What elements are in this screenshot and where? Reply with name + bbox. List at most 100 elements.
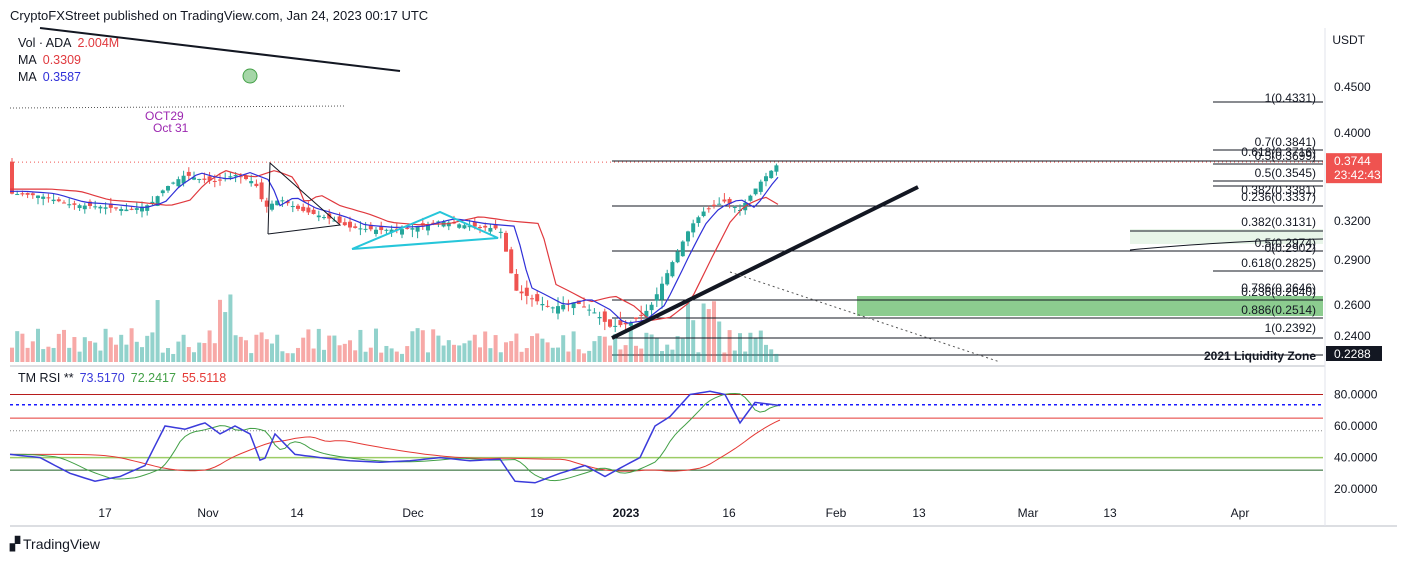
volume-bar (238, 336, 243, 362)
time-tick-label: Apr (1231, 506, 1250, 520)
volume-bar (660, 351, 664, 362)
candle-body (176, 179, 181, 187)
candle-body (368, 224, 373, 230)
candle-body (56, 199, 61, 202)
price-tick-label: 0.2900 (1334, 253, 1371, 267)
volume-bar (46, 346, 51, 362)
volume-bar (254, 334, 259, 362)
volume-bar (72, 337, 77, 362)
candle-body (41, 196, 46, 199)
volume-bar (322, 349, 326, 362)
candle-body (467, 226, 472, 228)
legend-ma-slow-label: MA (18, 53, 37, 67)
volume-bar (519, 351, 524, 362)
candle-body (514, 273, 519, 291)
candle-body (150, 201, 155, 204)
candle-body (634, 317, 638, 319)
legend-rsi-v2: 72.2417 (130, 371, 176, 385)
candle-body (207, 176, 212, 181)
candle-body (218, 179, 222, 181)
volume-bar (223, 312, 228, 362)
volume-bar (192, 352, 196, 362)
fib-level-label: 0.618(0.2825) (1241, 256, 1316, 270)
time-tick-label: Nov (197, 506, 218, 520)
volume-bar (530, 336, 534, 362)
volume-bar (285, 353, 290, 362)
volume-bar (145, 335, 150, 362)
volume-bar (114, 344, 118, 362)
candle-body (675, 251, 680, 263)
volume-bar (613, 333, 618, 362)
volume-bar (410, 331, 415, 362)
volume-bar (306, 329, 311, 362)
fib-level-label: 0.236(0.2640) (1241, 285, 1316, 299)
volume-bar (436, 335, 441, 362)
candle-body (46, 197, 51, 199)
candle-body (280, 200, 285, 202)
candle-body (400, 229, 404, 235)
candle-body (353, 226, 358, 228)
fib-level-label: 0.886(0.2514) (1241, 303, 1316, 317)
candle-body (587, 309, 592, 311)
legend-ma-slow-value: 0.3309 (42, 53, 81, 67)
candle-body (129, 208, 134, 210)
time-tick-label: 16 (722, 506, 736, 520)
candle-body (592, 312, 597, 314)
volume-bar (244, 340, 248, 362)
volume-bar (103, 328, 108, 362)
publisher-header: CryptoFXStreet published on TradingView.… (10, 8, 429, 23)
volume-bar (649, 334, 654, 362)
candle-body (114, 207, 118, 209)
candle-body (228, 176, 233, 178)
candle-body (119, 209, 124, 211)
ma-fast-line (10, 171, 779, 324)
candle-body (639, 314, 644, 316)
volume-bar (166, 348, 170, 362)
trendline-dotted (729, 271, 1001, 363)
candle-body (254, 183, 259, 187)
candle-body (415, 226, 420, 232)
candle-body (649, 304, 654, 311)
candle-body (233, 175, 238, 177)
volume-bar (259, 332, 264, 362)
volume-bar (160, 352, 165, 362)
volume-bar (764, 344, 768, 362)
liquidity-zone-label: 2021 Liquidity Zone (1204, 349, 1316, 363)
rsi-tick-label: 40.0000 (1334, 451, 1378, 465)
fib-level-label: 0.786(0.2646) (1241, 281, 1316, 295)
volume-bar (368, 347, 373, 362)
candle-body (597, 317, 602, 319)
volume-bar (686, 302, 690, 362)
candle-body (556, 306, 560, 314)
price-tick-label: 0.2400 (1334, 329, 1371, 343)
candle-body (155, 196, 160, 206)
candle-body (472, 222, 477, 227)
volume-bar (290, 353, 295, 362)
candle-body (332, 220, 337, 222)
volume-bar (332, 335, 337, 362)
volume-bar (732, 350, 737, 362)
legend-volume-label: Vol · ADA (18, 36, 72, 50)
volume-bar (639, 348, 644, 362)
volume-bar (51, 347, 56, 362)
volume-bar (363, 351, 368, 362)
candle-body (535, 294, 540, 302)
candle-body (686, 231, 690, 242)
rsi-line (9, 390, 781, 484)
zone-price-label: 0.2288 (1334, 347, 1371, 361)
candle-body (478, 226, 482, 228)
candle-body (290, 206, 295, 208)
candle-body (181, 175, 186, 184)
legend-ma-slow: MA 0.3309 (18, 53, 81, 67)
volume-bar (30, 341, 35, 362)
fib-level-label: 0.7(0.3841) (1255, 135, 1316, 149)
volume-bar (769, 349, 774, 362)
volume-bar (431, 329, 436, 362)
candle-body (623, 322, 628, 325)
candle-body (389, 229, 394, 233)
volume-bar (670, 349, 675, 362)
candle-body (342, 222, 347, 226)
candle-body (25, 193, 30, 195)
candle-body (680, 241, 685, 257)
